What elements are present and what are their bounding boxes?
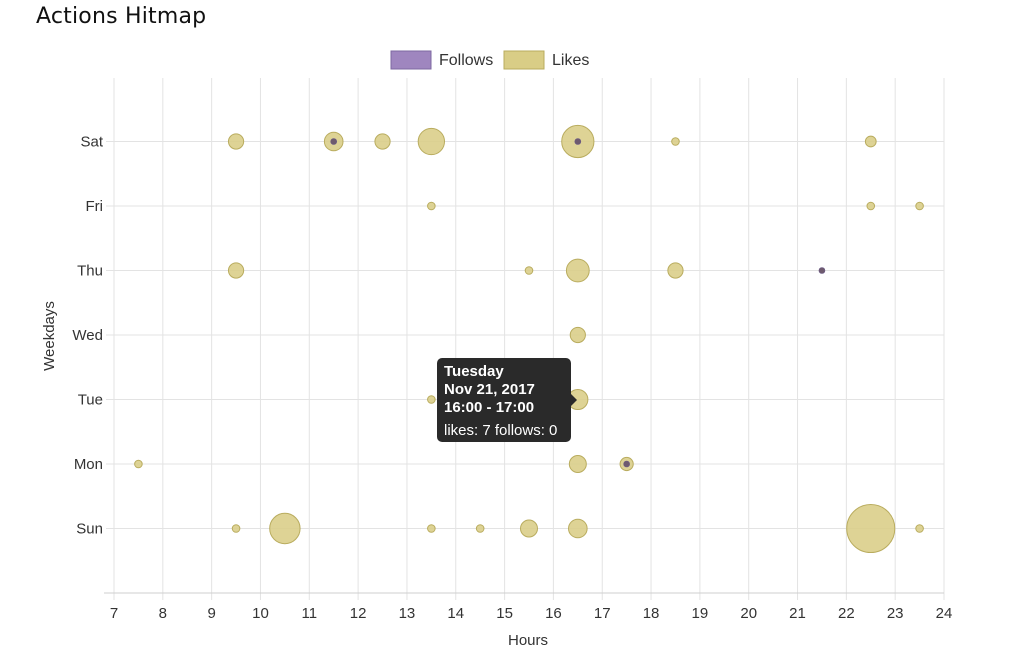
likes-bubble[interactable] — [134, 459, 143, 469]
tooltip-time: 16:00 - 17:00 — [444, 399, 535, 416]
likes-bubble[interactable] — [227, 133, 245, 150]
likes-bubble[interactable] — [417, 127, 446, 156]
legend: Follows Likes — [390, 50, 589, 70]
x-tick-label: 10 — [252, 605, 269, 622]
likes-bubble[interactable] — [667, 262, 684, 279]
tooltip-day: Tuesday — [444, 363, 504, 380]
y-tick-label: Mon — [74, 456, 103, 473]
x-tick-label: 12 — [350, 605, 367, 622]
likes-bubble[interactable] — [846, 503, 896, 554]
x-tick-label: 16 — [545, 605, 562, 622]
grid-lines — [106, 78, 945, 600]
x-tick-label: 8 — [159, 605, 167, 622]
likes-bubble[interactable] — [475, 524, 485, 533]
y-tick-label: Thu — [77, 263, 103, 280]
x-tick-label: 7 — [110, 605, 118, 622]
x-tick-label: 23 — [887, 605, 904, 622]
x-tick-label: 17 — [594, 605, 611, 622]
x-tick-label: 19 — [692, 605, 709, 622]
tooltip: Tuesday Nov 21, 2017 16:00 - 17:00 likes… — [437, 358, 571, 442]
y-tick-label: Sat — [80, 134, 103, 151]
axes: 7 8 9 10 11 12 13 14 15 16 17 18 19 20 21 22 23 24 Sun Mon T… — [72, 134, 952, 623]
x-tick-label: 18 — [643, 605, 660, 622]
x-tick-label: 20 — [740, 605, 757, 622]
likes-bubble[interactable] — [568, 518, 588, 539]
likes-bubble[interactable] — [671, 137, 680, 146]
likes-bubble[interactable] — [568, 455, 587, 473]
likes-bubble[interactable] — [565, 258, 590, 283]
likes-bubble[interactable] — [520, 519, 538, 538]
x-tick-label: 14 — [447, 605, 464, 622]
y-axis-title: Weekdays — [41, 301, 58, 371]
likes-bubble[interactable] — [915, 201, 924, 211]
likes-bubble[interactable] — [231, 524, 241, 533]
x-tick-label: 13 — [399, 605, 416, 622]
likes-bubble[interactable] — [524, 266, 534, 275]
y-tick-label: Fri — [86, 198, 104, 215]
x-tick-label: 15 — [496, 605, 513, 622]
tooltip-arrow — [571, 394, 577, 406]
x-tick-label: 11 — [302, 605, 318, 622]
likes-bubble[interactable] — [427, 201, 436, 211]
likes-bubble[interactable] — [866, 201, 876, 211]
legend-label-follows[interactable]: Follows — [439, 52, 493, 69]
y-tick-label: Sun — [76, 521, 103, 538]
follows-bubble[interactable] — [818, 267, 826, 274]
legend-swatch-likes[interactable] — [503, 50, 545, 70]
legend-label-likes[interactable]: Likes — [552, 52, 589, 69]
follows-bubble[interactable] — [330, 138, 338, 145]
likes-bubble[interactable] — [374, 133, 391, 150]
likes-bubble[interactable] — [227, 262, 245, 279]
x-tick-label: 9 — [207, 605, 215, 622]
likes-bubble[interactable] — [864, 135, 877, 148]
y-tick-label: Wed — [72, 327, 103, 344]
likes-bubble[interactable] — [427, 524, 436, 533]
x-tick-label: 21 — [789, 605, 806, 622]
x-axis-title: Hours — [508, 632, 548, 649]
tooltip-values: likes: 7 follows: 0 — [444, 422, 558, 439]
bubbles — [134, 124, 924, 554]
x-tick-label: 24 — [936, 605, 953, 622]
y-tick-label: Tue — [78, 392, 103, 409]
likes-bubble[interactable] — [915, 524, 924, 533]
x-tick-label: 22 — [838, 605, 855, 622]
follows-bubble[interactable] — [574, 138, 582, 145]
tooltip-date: Nov 21, 2017 — [444, 381, 535, 398]
follows-bubble[interactable] — [623, 460, 630, 468]
likes-bubble[interactable] — [569, 326, 586, 344]
likes-bubble[interactable] — [269, 512, 301, 545]
likes-bubble[interactable] — [427, 395, 436, 404]
chart-title: Actions Hitmap — [36, 4, 207, 29]
legend-swatch-follows[interactable] — [390, 50, 432, 70]
